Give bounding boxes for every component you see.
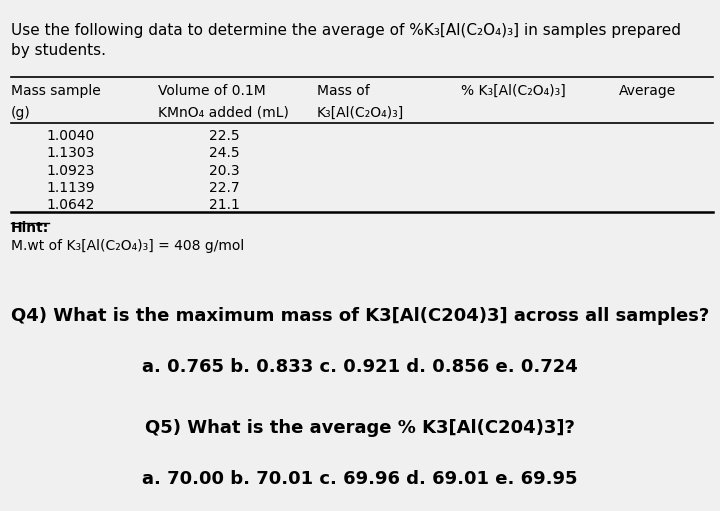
Text: K₃[Al(C₂O₄)₃]: K₃[Al(C₂O₄)₃] — [317, 106, 404, 120]
Text: 21.1: 21.1 — [209, 198, 240, 212]
Text: 24.5: 24.5 — [209, 146, 240, 160]
Text: 1.1303: 1.1303 — [47, 146, 95, 160]
Text: Volume of 0.1M: Volume of 0.1M — [158, 84, 266, 98]
Text: 1.0923: 1.0923 — [47, 164, 95, 177]
Text: Q4) What is the maximum mass of K3[Al(C204)3] across all samples?: Q4) What is the maximum mass of K3[Al(C2… — [11, 307, 709, 324]
Text: Q5) What is the average % K3[Al(C204)3]?: Q5) What is the average % K3[Al(C204)3]? — [145, 419, 575, 437]
Text: Mass sample: Mass sample — [11, 84, 101, 98]
Text: Use the following data to determine the average of %K₃[Al(C₂O₄)₃] in samples pre: Use the following data to determine the … — [11, 23, 681, 58]
Text: a. 70.00 b. 70.01 c. 69.96 d. 69.01 e. 69.95: a. 70.00 b. 70.01 c. 69.96 d. 69.01 e. 6… — [143, 470, 577, 488]
Text: 1.0642: 1.0642 — [47, 198, 95, 212]
Text: 22.5: 22.5 — [209, 129, 240, 143]
Text: % K₃[Al(C₂O₄)₃]: % K₃[Al(C₂O₄)₃] — [461, 84, 565, 98]
Text: Hint:: Hint: — [11, 221, 49, 235]
Text: Average: Average — [619, 84, 677, 98]
Text: 1.1139: 1.1139 — [47, 181, 96, 195]
Text: 1.0040: 1.0040 — [47, 129, 95, 143]
Text: KMnO₄ added (mL): KMnO₄ added (mL) — [158, 106, 289, 120]
Text: Mass of: Mass of — [317, 84, 369, 98]
Text: M.wt of K₃[Al(C₂O₄)₃] = 408 g/mol: M.wt of K₃[Al(C₂O₄)₃] = 408 g/mol — [11, 239, 244, 253]
Text: 20.3: 20.3 — [209, 164, 240, 177]
Text: 22.7: 22.7 — [209, 181, 240, 195]
Text: a. 0.765 b. 0.833 c. 0.921 d. 0.856 e. 0.724: a. 0.765 b. 0.833 c. 0.921 d. 0.856 e. 0… — [142, 358, 578, 376]
Text: (g): (g) — [11, 106, 30, 120]
